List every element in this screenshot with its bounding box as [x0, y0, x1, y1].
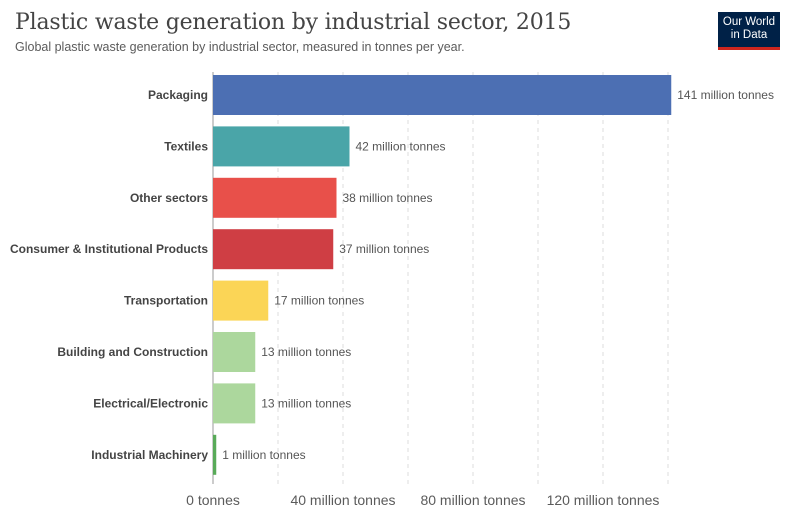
bar[interactable] [213, 229, 334, 270]
category-label: Industrial Machinery [91, 448, 208, 462]
bar[interactable] [213, 434, 217, 475]
bar[interactable] [213, 383, 256, 424]
bars [213, 75, 672, 475]
owid-logo[interactable]: Our World in Data [718, 12, 780, 50]
category-label: Electrical/Electronic [93, 396, 208, 410]
value-label: 42 million tonnes [356, 139, 446, 153]
category-labels: Packaging Textiles Other sectors Consumer &… [10, 88, 208, 462]
value-label: 13 million tonnes [261, 396, 351, 410]
chart-subtitle: Global plastic waste generation by indus… [15, 40, 465, 54]
category-label: Building and Construction [57, 345, 208, 359]
category-label: Packaging [148, 88, 208, 102]
x-tick-label: 80 million tonnes [420, 492, 525, 508]
x-axis-ticks: 0 tonnes 40 million tonnes 80 million tonn… [186, 492, 659, 508]
bar[interactable] [213, 75, 672, 115]
value-labels: 141 million tonnes 42 million tonnes 38 mi… [222, 88, 774, 462]
bar[interactable] [213, 177, 337, 218]
bar[interactable] [213, 126, 350, 167]
value-label: 1 million tonnes [222, 448, 305, 462]
value-label: 37 million tonnes [339, 242, 429, 256]
x-tick-label: 0 tonnes [186, 492, 240, 508]
chart-title: Plastic waste generation by industrial s… [15, 10, 572, 35]
logo-line-1: Our World [722, 16, 776, 28]
bar[interactable] [213, 332, 256, 372]
value-label: 13 million tonnes [261, 345, 351, 359]
x-tick-label: 40 million tonnes [290, 492, 395, 508]
logo-line-2: in Data [730, 29, 768, 41]
bar[interactable] [213, 280, 269, 321]
category-label: Consumer & Institutional Products [10, 242, 208, 256]
logo-accent-bar [718, 47, 780, 50]
x-tick-label: 120 million tonnes [547, 492, 660, 508]
value-label: 38 million tonnes [343, 191, 433, 205]
category-label: Other sectors [130, 191, 208, 205]
value-label: 17 million tonnes [274, 294, 364, 308]
category-label: Textiles [164, 139, 208, 153]
category-label: Transportation [124, 294, 208, 308]
value-label: 141 million tonnes [677, 88, 774, 102]
